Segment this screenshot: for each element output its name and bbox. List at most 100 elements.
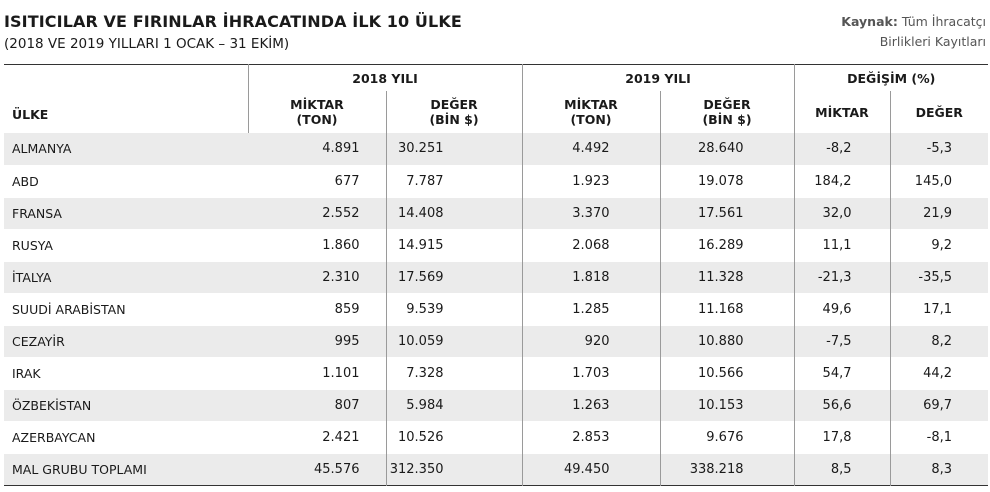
source-text-line1: Tüm İhracatçı: [901, 14, 986, 29]
cell-country: RUSYA: [12, 237, 53, 253]
header-line: MİKTAR: [290, 97, 344, 112]
cell-change-value: 21,9: [889, 197, 989, 229]
table-row: ABD 677 7.787 1.923 19.078 184,2 145,0: [4, 165, 989, 197]
table-row: İTALYA 2.310 17.569 1.818 11.328 -21,3 -35,5: [4, 261, 989, 293]
cell-2019-quantity: 2.068: [521, 229, 660, 261]
source-label: Kaynak:: [841, 14, 898, 29]
cell-country: ÖZBEKİSTAN: [4, 389, 248, 421]
cell-2019-value: 10.153: [659, 389, 794, 421]
header-line: (BİN $): [702, 112, 752, 127]
cell-country: İTALYA: [4, 261, 248, 293]
cell-country: ABD: [12, 173, 39, 189]
cell-2019-value: 16.289: [659, 229, 794, 261]
cell-2019-value: 338.218: [659, 453, 794, 485]
cell-2018-quantity: 45.576: [248, 453, 386, 485]
cell-change-quantity: -8,2: [793, 133, 890, 165]
cell-2019-quantity: 1.263: [521, 389, 660, 421]
cell-change-quantity: 184,2: [793, 165, 890, 197]
cell-2019-value: 11.328: [659, 261, 794, 293]
cell-2019-quantity: 1.285: [521, 293, 660, 325]
cell-country: SUUDİ ARABİSTAN: [12, 301, 126, 317]
cell-2018-quantity: 1.101: [322, 365, 360, 381]
column-header-change-quantity: MİKTAR: [793, 91, 890, 133]
table-row: RUSYA 1.860 14.915 2.068 16.289 11,1 9,2: [4, 229, 989, 261]
cell-2018-quantity: 807: [248, 389, 386, 421]
cell-change-quantity: 11,1: [793, 229, 890, 261]
cell-2018-value: 312.350: [385, 453, 522, 485]
page-title: ISITICILAR VE FIRINLAR İHRACATINDA İLK 1…: [4, 12, 462, 31]
cell-2018-value: 5.984: [385, 389, 522, 421]
data-table: ÜLKE 2018 YILI 2019 YILI DEĞİŞİM (%) MİK…: [4, 64, 989, 486]
table-body: ALMANYA 4.891 30.251 4.492 28.640 -8,2 -5,3 ABD…: [4, 133, 989, 485]
column-header-2019-value: DEĞER (BİN $): [659, 91, 794, 133]
cell-change-value: 9,2: [889, 229, 989, 261]
cell-2018-quantity: 677: [334, 173, 360, 189]
cell-2019-quantity: 49.450: [521, 453, 660, 485]
table-row: AZERBAYCAN 2.421 10.526 2.853 9.676 17,8 -8,1: [4, 421, 989, 453]
cell-change-value: 44,2: [889, 357, 989, 389]
table-row: IRAK 1.101 7.328 1.703 10.566 54,7 44,2: [4, 357, 989, 389]
cell-change-quantity: 49,6: [793, 293, 890, 325]
table-row: ALMANYA 4.891 30.251 4.492 28.640 -8,2 -5,3: [4, 133, 989, 165]
column-header-change-value: DEĞER: [889, 91, 989, 133]
cell-change-value: 69,7: [889, 389, 989, 421]
group-header-2019: 2019 YILI: [521, 64, 794, 91]
cell-change-quantity: -21,3: [793, 261, 890, 293]
cell-2019-quantity: 4.492: [521, 133, 660, 165]
cell-2019-quantity: 1.703: [521, 357, 660, 389]
source-text-line2: Birlikleri Kayıtları: [879, 34, 986, 49]
group-header-2018: 2018 YILI: [247, 64, 522, 91]
cell-change-value: 17,1: [889, 293, 989, 325]
header-line: MİKTAR: [564, 97, 618, 112]
cell-change-value: 8,3: [889, 453, 989, 485]
table-row: CEZAYİR 995 10.059 920 10.880 -7,5 8,2: [4, 325, 989, 357]
cell-2019-value: 17.561: [659, 197, 794, 229]
cell-country: MAL GRUBU TOPLAMI: [4, 453, 248, 485]
cell-change-quantity: 8,5: [793, 453, 890, 485]
cell-country: IRAK: [12, 365, 41, 381]
source-note: Kaynak: Tüm İhracatçı Birlikleri Kayıtla…: [786, 12, 986, 52]
cell-change-quantity: 17,8: [793, 421, 890, 453]
column-header-2019-quantity: MİKTAR (TON): [521, 91, 660, 133]
header-line: DEĞER: [430, 97, 478, 112]
table-row-total: MAL GRUBU TOPLAMI 45.576 312.350 49.450 338.…: [4, 453, 989, 485]
cell-2018-quantity: 995: [248, 325, 386, 357]
cell-country: CEZAYİR: [4, 325, 248, 357]
column-header-country: ÜLKE: [12, 106, 49, 122]
cell-2018-quantity: 859: [334, 301, 360, 317]
cell-2018-value: 9.539: [385, 293, 522, 325]
cell-change-quantity: 56,6: [793, 389, 890, 421]
column-header-2018-quantity: MİKTAR (TON): [247, 91, 386, 133]
cell-2018-value: 10.526: [385, 421, 522, 453]
cell-2019-value: 11.168: [659, 293, 794, 325]
cell-2018-quantity: 4.891: [248, 133, 386, 165]
table-row: FRANSA 2.552 14.408 3.370 17.561 32,0 21,9: [4, 197, 989, 229]
cell-2019-value: 19.078: [659, 165, 794, 197]
cell-2019-value: 10.566: [659, 357, 794, 389]
cell-change-quantity: -7,5: [793, 325, 890, 357]
cell-2018-value: 7.787: [385, 165, 522, 197]
header-line: (TON): [570, 112, 612, 127]
cell-change-value: 8,2: [889, 325, 989, 357]
cell-2019-value: 10.880: [659, 325, 794, 357]
cell-2018-quantity: 2.552: [248, 197, 386, 229]
cell-country: AZERBAYCAN: [12, 429, 96, 445]
cell-country: FRANSA: [4, 197, 248, 229]
header-line: (BİN $): [429, 112, 479, 127]
cell-2019-quantity: 1.923: [521, 165, 660, 197]
cell-change-value: 145,0: [889, 165, 989, 197]
group-header-change: DEĞİŞİM (%): [793, 64, 989, 91]
cell-2019-quantity: 2.853: [521, 421, 660, 453]
cell-2018-value: 14.915: [385, 229, 522, 261]
table-row: SUUDİ ARABİSTAN 859 9.539 1.285 11.168 49,6 17…: [4, 293, 989, 325]
cell-change-value: -35,5: [889, 261, 989, 293]
cell-2018-quantity: 2.421: [322, 429, 360, 445]
header-line: (TON): [296, 112, 338, 127]
column-header-2018-value: DEĞER (BİN $): [385, 91, 522, 133]
cell-2018-value: 30.251: [385, 133, 522, 165]
cell-2018-value: 14.408: [385, 197, 522, 229]
cell-2018-quantity: 2.310: [248, 261, 386, 293]
cell-change-quantity: 32,0: [793, 197, 890, 229]
cell-change-value: -8,1: [889, 421, 989, 453]
